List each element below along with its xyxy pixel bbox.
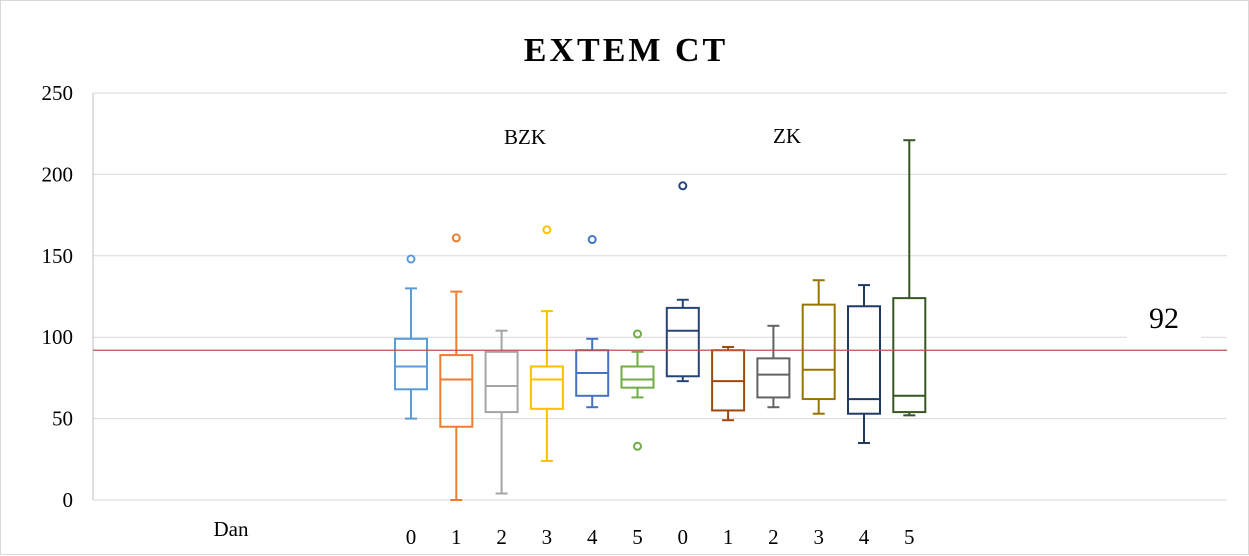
outlier-point <box>633 329 642 339</box>
box-bzk-2 <box>484 329 519 495</box>
outlier-point <box>587 235 597 245</box>
box-bzk-0 <box>394 254 428 420</box>
box-zk-2 <box>756 324 791 409</box>
box-iqr <box>439 354 474 428</box>
box-iqr <box>801 303 836 401</box>
x-tick-label: 1 <box>723 525 734 549</box>
x-tick-label: 3 <box>813 525 824 549</box>
x-tick-label: 3 <box>542 525 553 549</box>
reference-line-label-box: 92 <box>1127 291 1201 345</box>
box-iqr <box>892 297 927 414</box>
box-series <box>394 139 927 501</box>
box-bzk-1 <box>439 233 474 501</box>
group-label-zk: ZK <box>773 124 801 148</box>
box-iqr <box>665 306 700 378</box>
box-zk-5 <box>892 139 927 417</box>
y-tick-label: 150 <box>42 244 74 268</box>
x-tick-label: 4 <box>587 525 598 549</box>
reference-line-label: 92 <box>1149 302 1179 335</box>
x-tick-label: 1 <box>451 525 462 549</box>
y-tick-label: 50 <box>52 407 73 431</box>
y-tick-label: 200 <box>42 162 74 186</box>
box-zk-4 <box>847 284 881 445</box>
x-tick-label: 0 <box>406 525 417 549</box>
outlier-point <box>451 233 461 243</box>
box-iqr <box>620 365 655 389</box>
box-iqr <box>394 337 428 391</box>
box-bzk-5 <box>620 329 655 451</box>
y-tick-label: 0 <box>63 488 74 512</box>
chart-title: EXTEM CT <box>524 32 728 69</box>
group-label-bzk: BZK <box>504 125 546 149</box>
box-bzk-3 <box>529 225 564 462</box>
x-tick-label: 0 <box>678 525 689 549</box>
box-zk-0 <box>665 181 700 383</box>
x-axis-label: Dan <box>214 517 249 541</box>
x-tick-label: 5 <box>904 525 915 549</box>
outlier-point <box>542 225 552 235</box>
box-iqr <box>529 365 564 410</box>
x-tick-label: 2 <box>768 525 779 549</box>
box-zk-3 <box>801 279 836 415</box>
box-bzk-4 <box>575 235 610 409</box>
x-tick-label: 2 <box>496 525 507 549</box>
gridlines <box>92 92 1227 501</box>
outlier-point <box>406 254 416 264</box>
box-zk-1 <box>711 345 746 422</box>
x-tick-label: 4 <box>859 525 870 549</box>
outlier-point <box>678 181 688 191</box>
y-tick-label: 100 <box>42 325 74 349</box>
y-tick-label: 250 <box>42 81 74 105</box>
box-iqr <box>847 305 881 415</box>
box-iqr <box>484 350 519 414</box>
outlier-point <box>633 441 642 451</box>
x-tick-label: 5 <box>632 525 643 549</box>
box-iqr <box>756 357 791 399</box>
